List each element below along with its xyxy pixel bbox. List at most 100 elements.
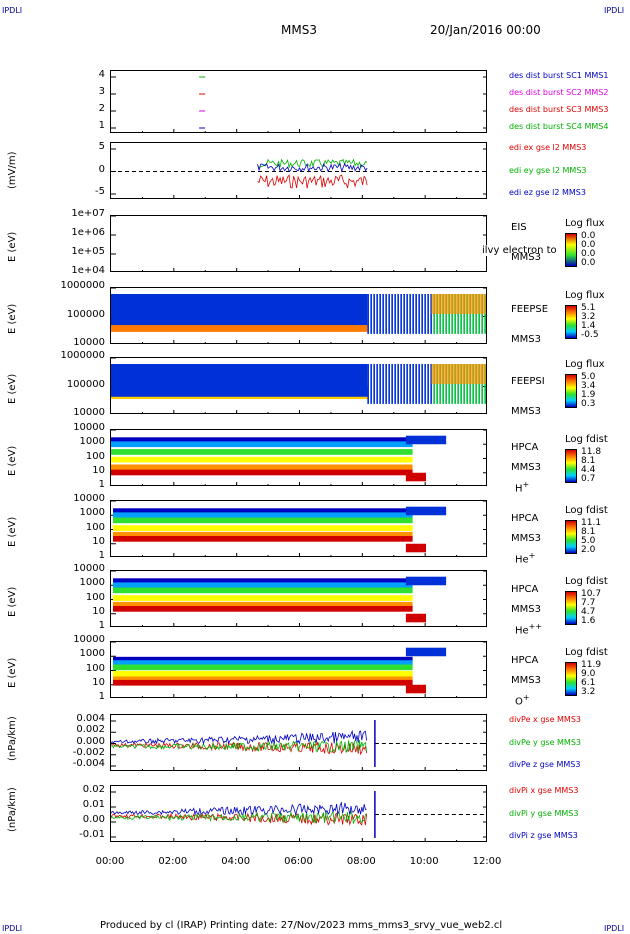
feeps-dot bbox=[246, 378, 249, 381]
panel-5 bbox=[110, 357, 487, 414]
feeps-dot bbox=[135, 380, 138, 383]
feeps-dot bbox=[122, 383, 125, 386]
panel-7 bbox=[110, 500, 487, 557]
panel-9-ytick: 10000 bbox=[73, 634, 105, 645]
feeps-stripe bbox=[415, 294, 417, 334]
panel-8-svg bbox=[111, 571, 486, 626]
feeps-stripe bbox=[421, 294, 423, 334]
feeps-dot bbox=[284, 368, 287, 371]
feeps-dot bbox=[259, 380, 262, 383]
feeps-dot bbox=[133, 370, 136, 373]
feeps-dot bbox=[124, 374, 127, 377]
feeps-dot bbox=[358, 384, 361, 387]
panel-10-legend-item: divPe y gse MMS3 bbox=[509, 737, 581, 747]
panel-8-ylabel: E (eV) bbox=[7, 586, 18, 617]
feeps-dot bbox=[241, 375, 244, 378]
feeps-stripe bbox=[451, 364, 453, 404]
panel-6 bbox=[110, 429, 487, 486]
feeps-dot bbox=[315, 375, 318, 378]
panel-8-ytick: 100 bbox=[85, 591, 105, 603]
panel-10-legend-item: divPe x gse MMS3 bbox=[509, 715, 581, 724]
species-charge: + bbox=[522, 480, 530, 489]
hpca-band bbox=[113, 582, 413, 589]
panel-10-ylabel: (nPa/km) bbox=[7, 715, 18, 761]
feeps-dot bbox=[139, 373, 142, 376]
panel-11-legend-item: divPi z gse MMS3 bbox=[509, 831, 578, 840]
panel-1 bbox=[110, 70, 487, 133]
feeps-band-yellow bbox=[111, 396, 368, 400]
feeps-stripe bbox=[373, 294, 375, 334]
feeps-dot bbox=[115, 370, 118, 373]
feeps-dot bbox=[360, 367, 363, 370]
feeps-dot bbox=[114, 371, 117, 374]
feeps-dot bbox=[231, 376, 234, 379]
feeps-dot bbox=[163, 380, 166, 383]
x-axis-tick: 02:00 bbox=[158, 856, 188, 867]
feeps-stripe bbox=[367, 294, 369, 334]
panel-7-ytick: 10000 bbox=[73, 493, 105, 504]
feeps-stripe bbox=[424, 294, 426, 334]
panel-6-colorbar-value: 11.8 bbox=[581, 447, 602, 457]
feeps-dot bbox=[250, 377, 253, 380]
feeps-stripe bbox=[427, 294, 429, 334]
hpca-band bbox=[113, 578, 413, 584]
panel-11-ytick: -0.01 bbox=[79, 829, 105, 840]
feeps-dot bbox=[318, 384, 321, 387]
feeps-dot bbox=[202, 382, 205, 385]
feeps-dot bbox=[198, 368, 201, 371]
feeps-dot bbox=[115, 373, 118, 376]
feeps-dot bbox=[354, 366, 357, 369]
hpca-band bbox=[111, 456, 413, 463]
feeps-dot bbox=[285, 382, 288, 385]
x-axis-tick: 06:00 bbox=[284, 856, 313, 867]
panel-6-svg bbox=[111, 430, 486, 485]
feeps-stripe bbox=[478, 364, 480, 404]
hpca-band bbox=[113, 517, 413, 524]
feeps-dot bbox=[210, 366, 213, 369]
feeps-dot bbox=[172, 378, 175, 381]
panel-1-ytick: 1 bbox=[98, 120, 105, 131]
feeps-dot bbox=[253, 378, 256, 381]
panel-6-species-label: H+ bbox=[515, 480, 529, 494]
feeps-dot bbox=[172, 382, 175, 385]
panel-8-ytick: 1000 bbox=[79, 577, 105, 589]
panel-9-colorbar bbox=[565, 662, 577, 696]
feeps-dot bbox=[316, 383, 319, 386]
panel-8-instrument-label: HPCA bbox=[511, 584, 539, 595]
feeps-dot bbox=[136, 383, 139, 386]
panel-1-ytick: 2 bbox=[98, 103, 105, 114]
feeps-dot bbox=[214, 371, 217, 374]
feeps-stripe bbox=[412, 364, 414, 404]
feeps-dot bbox=[195, 366, 198, 369]
feeps-stripe bbox=[433, 364, 435, 404]
feeps-dot bbox=[201, 381, 204, 384]
panel-11-ytick: 0.00 bbox=[82, 814, 105, 825]
feeps-stripe bbox=[457, 294, 459, 334]
feeps-dot bbox=[296, 373, 299, 376]
feeps-dot bbox=[322, 367, 325, 370]
panel-4-colorbar bbox=[565, 305, 577, 339]
hpca-band bbox=[113, 512, 413, 519]
feeps-dot bbox=[257, 379, 260, 382]
feeps-dot bbox=[213, 372, 216, 375]
feeps-dot bbox=[253, 377, 256, 380]
species-name: O bbox=[515, 696, 523, 708]
feeps-dot bbox=[357, 379, 360, 382]
feeps-dot bbox=[133, 374, 136, 377]
panel-7-colorbar-value: 5.0 bbox=[581, 536, 596, 546]
panel-11 bbox=[110, 785, 487, 842]
panel-2-legend-item: edi ey gse l2 MMS3 bbox=[509, 165, 587, 175]
feeps-stripe bbox=[445, 364, 447, 404]
corner-label-bottom-right: IPDLI bbox=[604, 924, 625, 933]
feeps-dot bbox=[181, 379, 184, 382]
feeps-stripe bbox=[457, 364, 459, 404]
hpca-band bbox=[113, 664, 413, 671]
feeps-dot bbox=[315, 381, 318, 384]
panel-3-instrument-label: MMS3 bbox=[511, 252, 541, 263]
feeps-dot bbox=[178, 367, 181, 370]
hpca-band bbox=[113, 525, 413, 531]
hpca-band bbox=[111, 469, 413, 476]
feeps-stripe bbox=[442, 294, 444, 334]
feeps-dot bbox=[224, 367, 227, 370]
panel-6-colorbar bbox=[565, 449, 577, 483]
